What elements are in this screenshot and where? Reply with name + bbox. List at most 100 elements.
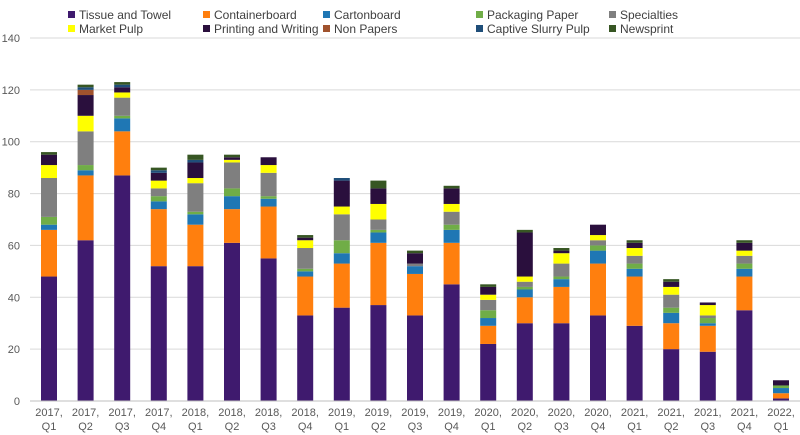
bar-segment: [516, 286, 533, 290]
y-axis-ticks: 0 20 40 60 80 100 120 140: [2, 33, 20, 408]
bar-segment: [333, 253, 350, 264]
legend-item: Specialties: [609, 8, 678, 22]
bar-segment: [333, 263, 350, 308]
bar-segment: [77, 175, 94, 241]
x-tick-label-quarter: Q3: [115, 421, 130, 433]
legend-swatch: [609, 11, 616, 18]
bar-segment: [443, 229, 460, 243]
bar-segment: [370, 229, 387, 233]
x-tick-label-year: 2020,: [474, 407, 502, 419]
bar-segment: [516, 297, 533, 324]
bar-segment: [663, 286, 680, 295]
y-tick-label: 20: [8, 344, 20, 356]
x-tick-label-quarter: Q4: [298, 421, 313, 433]
bar-segment: [443, 284, 460, 401]
x-tick-label-year: 2017,: [108, 407, 136, 419]
bar-segment: [480, 294, 497, 300]
bar-segment: [773, 380, 789, 386]
x-tick-label-quarter: Q2: [78, 421, 93, 433]
legend-label: Captive Slurry Pulp: [487, 22, 590, 36]
bar-segment: [187, 266, 204, 401]
bar-segment: [480, 318, 497, 326]
bar-segment: [626, 248, 643, 256]
legend-swatch: [476, 11, 483, 18]
bar-segment: [150, 196, 167, 202]
y-tick-label: 60: [8, 240, 20, 252]
bar-segment: [407, 253, 423, 264]
bar-segment: [370, 203, 387, 220]
x-tick-label-year: 2022,: [767, 407, 795, 419]
bar-segment: [773, 398, 789, 401]
x-tick-label-quarter: Q1: [627, 421, 642, 433]
x-tick-label-quarter: Q2: [371, 421, 386, 433]
bar-segment: [370, 219, 387, 230]
bar-segment: [553, 248, 570, 251]
bar-segment: [370, 188, 387, 204]
bar-segment: [260, 258, 277, 401]
bar-segment: [626, 242, 643, 249]
legend-label: Containerboard: [214, 8, 297, 22]
bar-segment: [736, 250, 753, 256]
bar-segment: [333, 214, 350, 241]
bar-segment: [699, 325, 716, 352]
bar-segment: [41, 165, 57, 179]
legend-item: Containerboard: [203, 8, 297, 22]
legend-swatch: [323, 25, 330, 32]
bar-segment: [773, 393, 789, 399]
bar-segment: [150, 172, 167, 181]
bar-segment: [150, 209, 167, 267]
bar-segment: [370, 305, 387, 401]
bar-segment: [663, 294, 680, 308]
x-tick-label-quarter: Q1: [481, 421, 496, 433]
bar-segment: [699, 351, 716, 401]
legend-item: Printing and Writing: [203, 22, 319, 36]
bar-segment: [663, 323, 680, 350]
bar-segment: [736, 255, 753, 264]
bar-segment: [590, 315, 606, 401]
x-tick-label-quarter: Q4: [737, 421, 752, 433]
bar-segment: [41, 216, 57, 225]
bar-segment: [333, 307, 350, 401]
bar-segment: [663, 312, 680, 324]
bar-segment: [480, 286, 497, 295]
bar-segment: [443, 203, 460, 212]
bar-segment: [443, 185, 460, 189]
legend-item: Packaging Paper: [476, 8, 578, 22]
bar-segment: [626, 276, 643, 326]
x-tick-label-year: 2021,: [694, 407, 722, 419]
x-tick-label-year: 2020,: [548, 407, 576, 419]
bar-segment: [260, 198, 277, 207]
legend-label: Tissue and Towel: [79, 8, 171, 22]
bar-segment: [736, 310, 753, 401]
bar-segment: [224, 242, 240, 401]
y-tick-label: 120: [2, 85, 20, 97]
bar-segment: [407, 263, 423, 267]
x-tick-label-quarter: Q2: [664, 421, 679, 433]
bar-segment: [553, 286, 570, 324]
x-tick-label-quarter: Q4: [444, 421, 459, 433]
bar-segment: [41, 178, 57, 217]
bar-segment: [553, 323, 570, 401]
bar-segment: [224, 188, 240, 197]
x-tick-label-year: 2019,: [438, 407, 466, 419]
bar-segment: [41, 152, 57, 155]
bar-segment: [480, 343, 497, 401]
x-tick-label-quarter: Q3: [261, 421, 276, 433]
legend-label: Printing and Writing: [214, 22, 319, 36]
bar-segment: [260, 206, 277, 259]
legend-swatch: [68, 25, 75, 32]
x-tick-label-quarter: Q1: [42, 421, 57, 433]
bar-segment: [407, 315, 423, 401]
x-tick-label-year: 2020,: [511, 407, 539, 419]
bar-segment: [516, 323, 533, 401]
bar-segment: [699, 318, 716, 324]
bar-segment: [480, 325, 497, 344]
bar-segment: [187, 154, 204, 160]
bar-segment: [590, 245, 606, 251]
bar-segment: [480, 299, 497, 311]
bar-segment: [224, 157, 240, 160]
x-tick-label-year: 2019,: [401, 407, 429, 419]
bar-segment: [443, 211, 460, 225]
x-tick-label-year: 2020,: [584, 407, 612, 419]
